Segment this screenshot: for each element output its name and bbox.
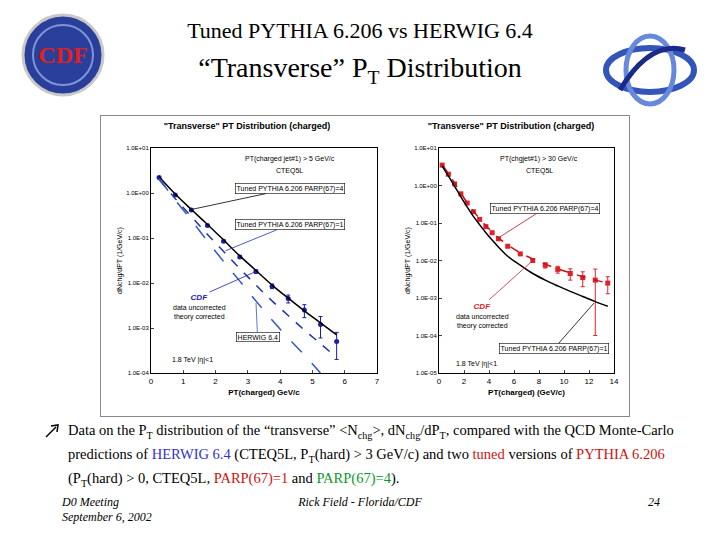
svg-text:7: 7	[375, 377, 380, 386]
html-text:(PT(hard) > 0, CTEQ5L, PARP(67: (PT(hard) > 0, CTEQ5L, PARP(67)=1 and PA…	[68, 469, 400, 489]
svg-text:data uncorrected: data uncorrected	[456, 313, 509, 320]
html-text:Data on the PTdistribution of: Data on the PTdistribution of the “trans…	[68, 422, 674, 465]
svg-text:1.0E+01: 1.0E+01	[126, 145, 149, 151]
svg-text:1.0E-02: 1.0E-02	[128, 280, 150, 286]
svg-text:1.0E-05: 1.0E-05	[416, 370, 438, 376]
svg-text:1.0E-03: 1.0E-03	[128, 325, 150, 331]
svg-text:1.0E-01: 1.0E-01	[128, 235, 150, 241]
svg-text:1.0E-02: 1.0E-02	[416, 258, 438, 264]
html-text:24: 24	[648, 495, 660, 509]
svg-text:CDF: CDF	[191, 293, 209, 302]
svg-text:14: 14	[610, 377, 619, 386]
svg-text:6: 6	[512, 377, 517, 386]
svg-text:2: 2	[213, 377, 218, 386]
svg-text:1.0E-04: 1.0E-04	[416, 333, 438, 339]
svg-text:1.0E-01: 1.0E-01	[416, 220, 438, 226]
html-text:September 6, 2002: September 6, 2002	[62, 510, 152, 524]
svg-text:Tuned PYTHIA 6.206 PARP(67)=1: Tuned PYTHIA 6.206 PARP(67)=1	[237, 221, 344, 229]
svg-text:theory corrected: theory corrected	[457, 322, 508, 330]
svg-text:Tuned PYTHIA 6.206 PARP(67)=4: Tuned PYTHIA 6.206 PARP(67)=4	[237, 185, 344, 193]
svg-text:12: 12	[585, 377, 594, 386]
svg-text:PT(chgjet#1) > 30 GeV/c: PT(chgjet#1) > 30 GeV/c	[500, 155, 578, 163]
svg-text:5: 5	[310, 377, 315, 386]
html-text:“Transverse” PTDistribution: “Transverse” PTDistribution	[198, 52, 522, 88]
svg-text:Tuned PYTHIA 6.206 PARP(67)=4: Tuned PYTHIA 6.206 PARP(67)=4	[492, 205, 599, 213]
svg-text:PT(charged) (GeV/c): PT(charged) (GeV/c)	[488, 388, 565, 397]
svg-text:HERWIG 6.4: HERWIG 6.4	[238, 334, 278, 341]
svg-text:0: 0	[437, 377, 442, 386]
svg-text:CDF: CDF	[38, 42, 87, 68]
svg-text:"Transverse" PT Distribution (: "Transverse" PT Distribution (charged)	[428, 121, 595, 131]
html-text:D0 Meeting: D0 Meeting	[62, 495, 119, 509]
html-text:Rick Field - Florida/CDF: Rick Field - Florida/CDF	[298, 495, 422, 509]
svg-text:8: 8	[537, 377, 542, 386]
svg-text:CDF: CDF	[474, 302, 492, 311]
svg-text:1.0E+00: 1.0E+00	[126, 190, 149, 196]
svg-text:1.0E-04: 1.0E-04	[128, 370, 150, 376]
svg-text:3: 3	[246, 377, 251, 386]
svg-text:dNchg/dPT (1/GeV/c): dNchg/dPT (1/GeV/c)	[116, 227, 124, 294]
html-text:Tuned PYTHIA 6.206 vs HERWIG 6: Tuned PYTHIA 6.206 vs HERWIG 6.4	[187, 18, 533, 43]
svg-text:1.0E+00: 1.0E+00	[414, 183, 437, 189]
svg-text:CTEQ5L: CTEQ5L	[276, 167, 303, 175]
svg-text:1.0E+01: 1.0E+01	[414, 145, 437, 151]
svg-text:1.8 TeV |η|<1: 1.8 TeV |η|<1	[172, 356, 213, 364]
svg-text:dNchg/dPT (1/GeV/c): dNchg/dPT (1/GeV/c)	[404, 227, 412, 294]
svg-text:"Transverse" PT Distribution (: "Transverse" PT Distribution (charged)	[164, 121, 331, 131]
svg-text:10: 10	[560, 377, 569, 386]
svg-text:1.8 TeV |η|<1: 1.8 TeV |η|<1	[456, 360, 497, 368]
svg-text:CTEQ5L: CTEQ5L	[526, 167, 553, 175]
svg-text:0: 0	[149, 377, 154, 386]
svg-text:2: 2	[462, 377, 467, 386]
svg-text:1.0E-03: 1.0E-03	[416, 295, 438, 301]
svg-text:data uncorrected: data uncorrected	[173, 304, 226, 311]
svg-text:PT(charged jet#1) > 5 GeV/c: PT(charged jet#1) > 5 GeV/c	[245, 155, 335, 163]
svg-text:Tuned PYTHIA 6.206 PARP(67)=1: Tuned PYTHIA 6.206 PARP(67)=1	[501, 345, 608, 353]
svg-text:PT(charged) GeV/c: PT(charged) GeV/c	[228, 388, 300, 397]
svg-text:4: 4	[487, 377, 492, 386]
svg-text:1: 1	[181, 377, 186, 386]
svg-text:theory corrected: theory corrected	[174, 313, 225, 321]
svg-text:6: 6	[342, 377, 347, 386]
svg-text:4: 4	[278, 377, 283, 386]
